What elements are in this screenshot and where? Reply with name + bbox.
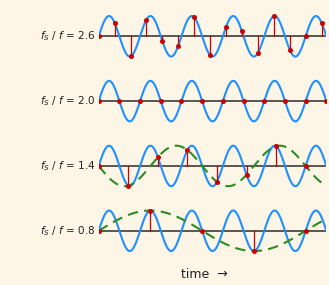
Text: $f_S$ / $f$ = 2.0: $f_S$ / $f$ = 2.0	[40, 94, 95, 108]
Point	[255, 51, 261, 55]
Point	[208, 53, 213, 58]
Point	[96, 229, 101, 233]
Point	[324, 99, 329, 103]
Point	[191, 15, 197, 20]
Point	[303, 99, 308, 103]
Point	[214, 180, 219, 184]
Point	[251, 249, 257, 253]
Text: $f_S$ / $f$ = 1.4: $f_S$ / $f$ = 1.4	[40, 159, 95, 173]
Point	[117, 99, 122, 103]
Text: time  →: time →	[181, 268, 227, 281]
Point	[158, 99, 164, 103]
Point	[303, 229, 308, 233]
Point	[244, 172, 249, 177]
Point	[319, 21, 324, 25]
Point	[262, 99, 267, 103]
Point	[273, 144, 279, 148]
Point	[138, 99, 143, 103]
Point	[96, 34, 101, 38]
Point	[176, 43, 181, 48]
Point	[200, 99, 205, 103]
Point	[179, 99, 184, 103]
Point	[282, 99, 288, 103]
Point	[126, 184, 131, 188]
Point	[155, 155, 161, 159]
Point	[148, 208, 153, 213]
Point	[96, 99, 101, 103]
Point	[287, 47, 292, 52]
Point	[241, 99, 246, 103]
Text: $f_S$ / $f$ = 0.8: $f_S$ / $f$ = 0.8	[40, 224, 95, 238]
Point	[96, 164, 101, 168]
Point	[144, 17, 149, 22]
Point	[303, 34, 308, 38]
Point	[240, 29, 245, 34]
Point	[185, 148, 190, 152]
Point	[303, 164, 308, 168]
Point	[128, 54, 133, 59]
Text: $f_S$ / $f$ = 2.6: $f_S$ / $f$ = 2.6	[40, 29, 95, 43]
Point	[220, 99, 225, 103]
Point	[200, 229, 205, 233]
Point	[223, 25, 229, 29]
Point	[271, 14, 276, 19]
Point	[112, 21, 117, 25]
Point	[160, 39, 165, 43]
